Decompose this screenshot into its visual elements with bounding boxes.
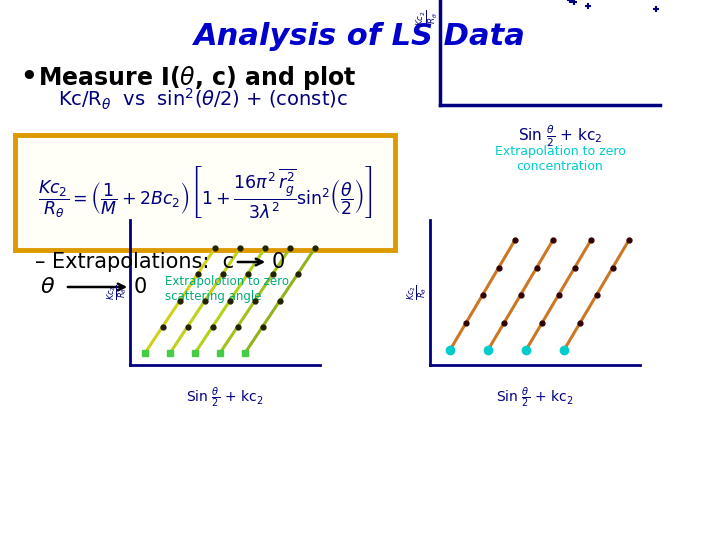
Text: Sin $\frac{\theta}{2}$ + kc$_2$: Sin $\frac{\theta}{2}$ + kc$_2$ bbox=[186, 385, 264, 409]
Text: – Extrapolations:  c: – Extrapolations: c bbox=[35, 252, 234, 272]
Text: Extrapolotion to zero
scattering angle: Extrapolotion to zero scattering angle bbox=[165, 275, 289, 303]
Text: Kc/R$_\theta$  vs  sin$^2$($\theta$/2) + (const)c: Kc/R$_\theta$ vs sin$^2$($\theta$/2) + (… bbox=[58, 87, 348, 112]
Text: Sin $\frac{\theta}{2}$ + kc$_2$: Sin $\frac{\theta}{2}$ + kc$_2$ bbox=[518, 123, 603, 148]
Text: Sin $\frac{\theta}{2}$ + kc$_2$: Sin $\frac{\theta}{2}$ + kc$_2$ bbox=[496, 385, 574, 409]
Text: •: • bbox=[20, 65, 37, 91]
Text: $\frac{Kc_2}{R_\theta}$: $\frac{Kc_2}{R_\theta}$ bbox=[405, 285, 431, 300]
Text: Measure I($\theta$, c) and plot: Measure I($\theta$, c) and plot bbox=[38, 64, 356, 92]
FancyBboxPatch shape bbox=[15, 135, 395, 250]
Text: $\theta$: $\theta$ bbox=[40, 277, 55, 297]
Text: 0: 0 bbox=[272, 252, 285, 272]
Text: $\frac{Kc_2}{R_\theta}$: $\frac{Kc_2}{R_\theta}$ bbox=[106, 285, 130, 300]
Text: 0: 0 bbox=[134, 277, 148, 297]
Text: $\frac{Kc_2}{R_\theta}$: $\frac{Kc_2}{R_\theta}$ bbox=[415, 9, 441, 26]
Text: $\dfrac{Kc_2}{R_{\theta}} = \left(\dfrac{1}{M} + 2Bc_2\right)\left[1 + \dfrac{16: $\dfrac{Kc_2}{R_{\theta}} = \left(\dfrac… bbox=[38, 165, 372, 220]
Text: Extrapolation to zero
concentration: Extrapolation to zero concentration bbox=[495, 145, 626, 173]
Text: Analysis of LS Data: Analysis of LS Data bbox=[194, 22, 526, 51]
